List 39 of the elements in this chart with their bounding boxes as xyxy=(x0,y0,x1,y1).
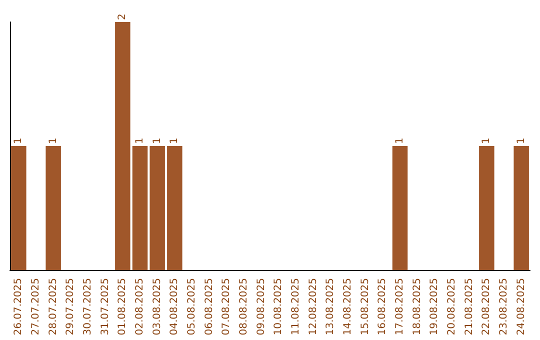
x-tick-label: 05.08.2025 xyxy=(186,278,198,336)
x-tick-label: 09.08.2025 xyxy=(256,278,267,336)
x-tick-label: 31.07.2025 xyxy=(100,278,111,336)
x-tick-label: 29.07.2025 xyxy=(65,278,76,336)
x-tick-label: 27.07.2025 xyxy=(30,278,42,336)
data-label: 1 xyxy=(394,138,406,144)
x-tick-label: 20.08.2025 xyxy=(446,278,458,336)
x-tick-label: 11.08.2025 xyxy=(290,278,302,336)
x-tick-label: 18.08.2025 xyxy=(412,278,423,336)
x-tick-label: 17.08.2025 xyxy=(394,278,406,336)
x-tick-label: 24.08.2025 xyxy=(516,278,527,336)
data-label: 1 xyxy=(134,138,146,144)
x-tick-label: 14.08.2025 xyxy=(342,278,354,336)
data-label: 1 xyxy=(516,138,527,144)
data-label: 2 xyxy=(117,14,128,20)
data-label: 1 xyxy=(152,138,163,144)
x-tick-label: 21.08.2025 xyxy=(464,278,475,336)
data-label: 1 xyxy=(169,138,180,144)
x-tick-label: 13.08.2025 xyxy=(325,278,336,336)
x-tick-label: 23.08.2025 xyxy=(498,278,510,336)
x-tick-label: 08.08.2025 xyxy=(238,278,250,336)
x-tick-label: 02.08.2025 xyxy=(134,278,146,336)
x-tick-label: 16.08.2025 xyxy=(377,278,388,336)
x-tick-label: 30.07.2025 xyxy=(82,278,94,336)
data-label: 1 xyxy=(481,138,492,144)
x-tick-label: 28.07.2025 xyxy=(48,278,59,336)
data-label: 1 xyxy=(48,138,59,144)
data-label: 1 xyxy=(13,138,24,144)
x-tick-label: 22.08.2025 xyxy=(481,278,492,336)
x-tick-label: 04.08.2025 xyxy=(169,278,180,336)
x-tick-label: 06.08.2025 xyxy=(204,278,215,336)
x-tick-label: 03.08.2025 xyxy=(152,278,163,336)
x-tick-label: 12.08.2025 xyxy=(308,278,319,336)
x-tick-label: 07.08.2025 xyxy=(221,278,232,336)
x-tick-label: 15.08.2025 xyxy=(360,278,371,336)
x-tick-label: 19.08.2025 xyxy=(429,278,440,336)
x-tick-label: 01.08.2025 xyxy=(117,278,128,336)
x-tick-label: 26.07.2025 xyxy=(13,278,24,336)
x-tick-label: 10.08.2025 xyxy=(273,278,284,336)
